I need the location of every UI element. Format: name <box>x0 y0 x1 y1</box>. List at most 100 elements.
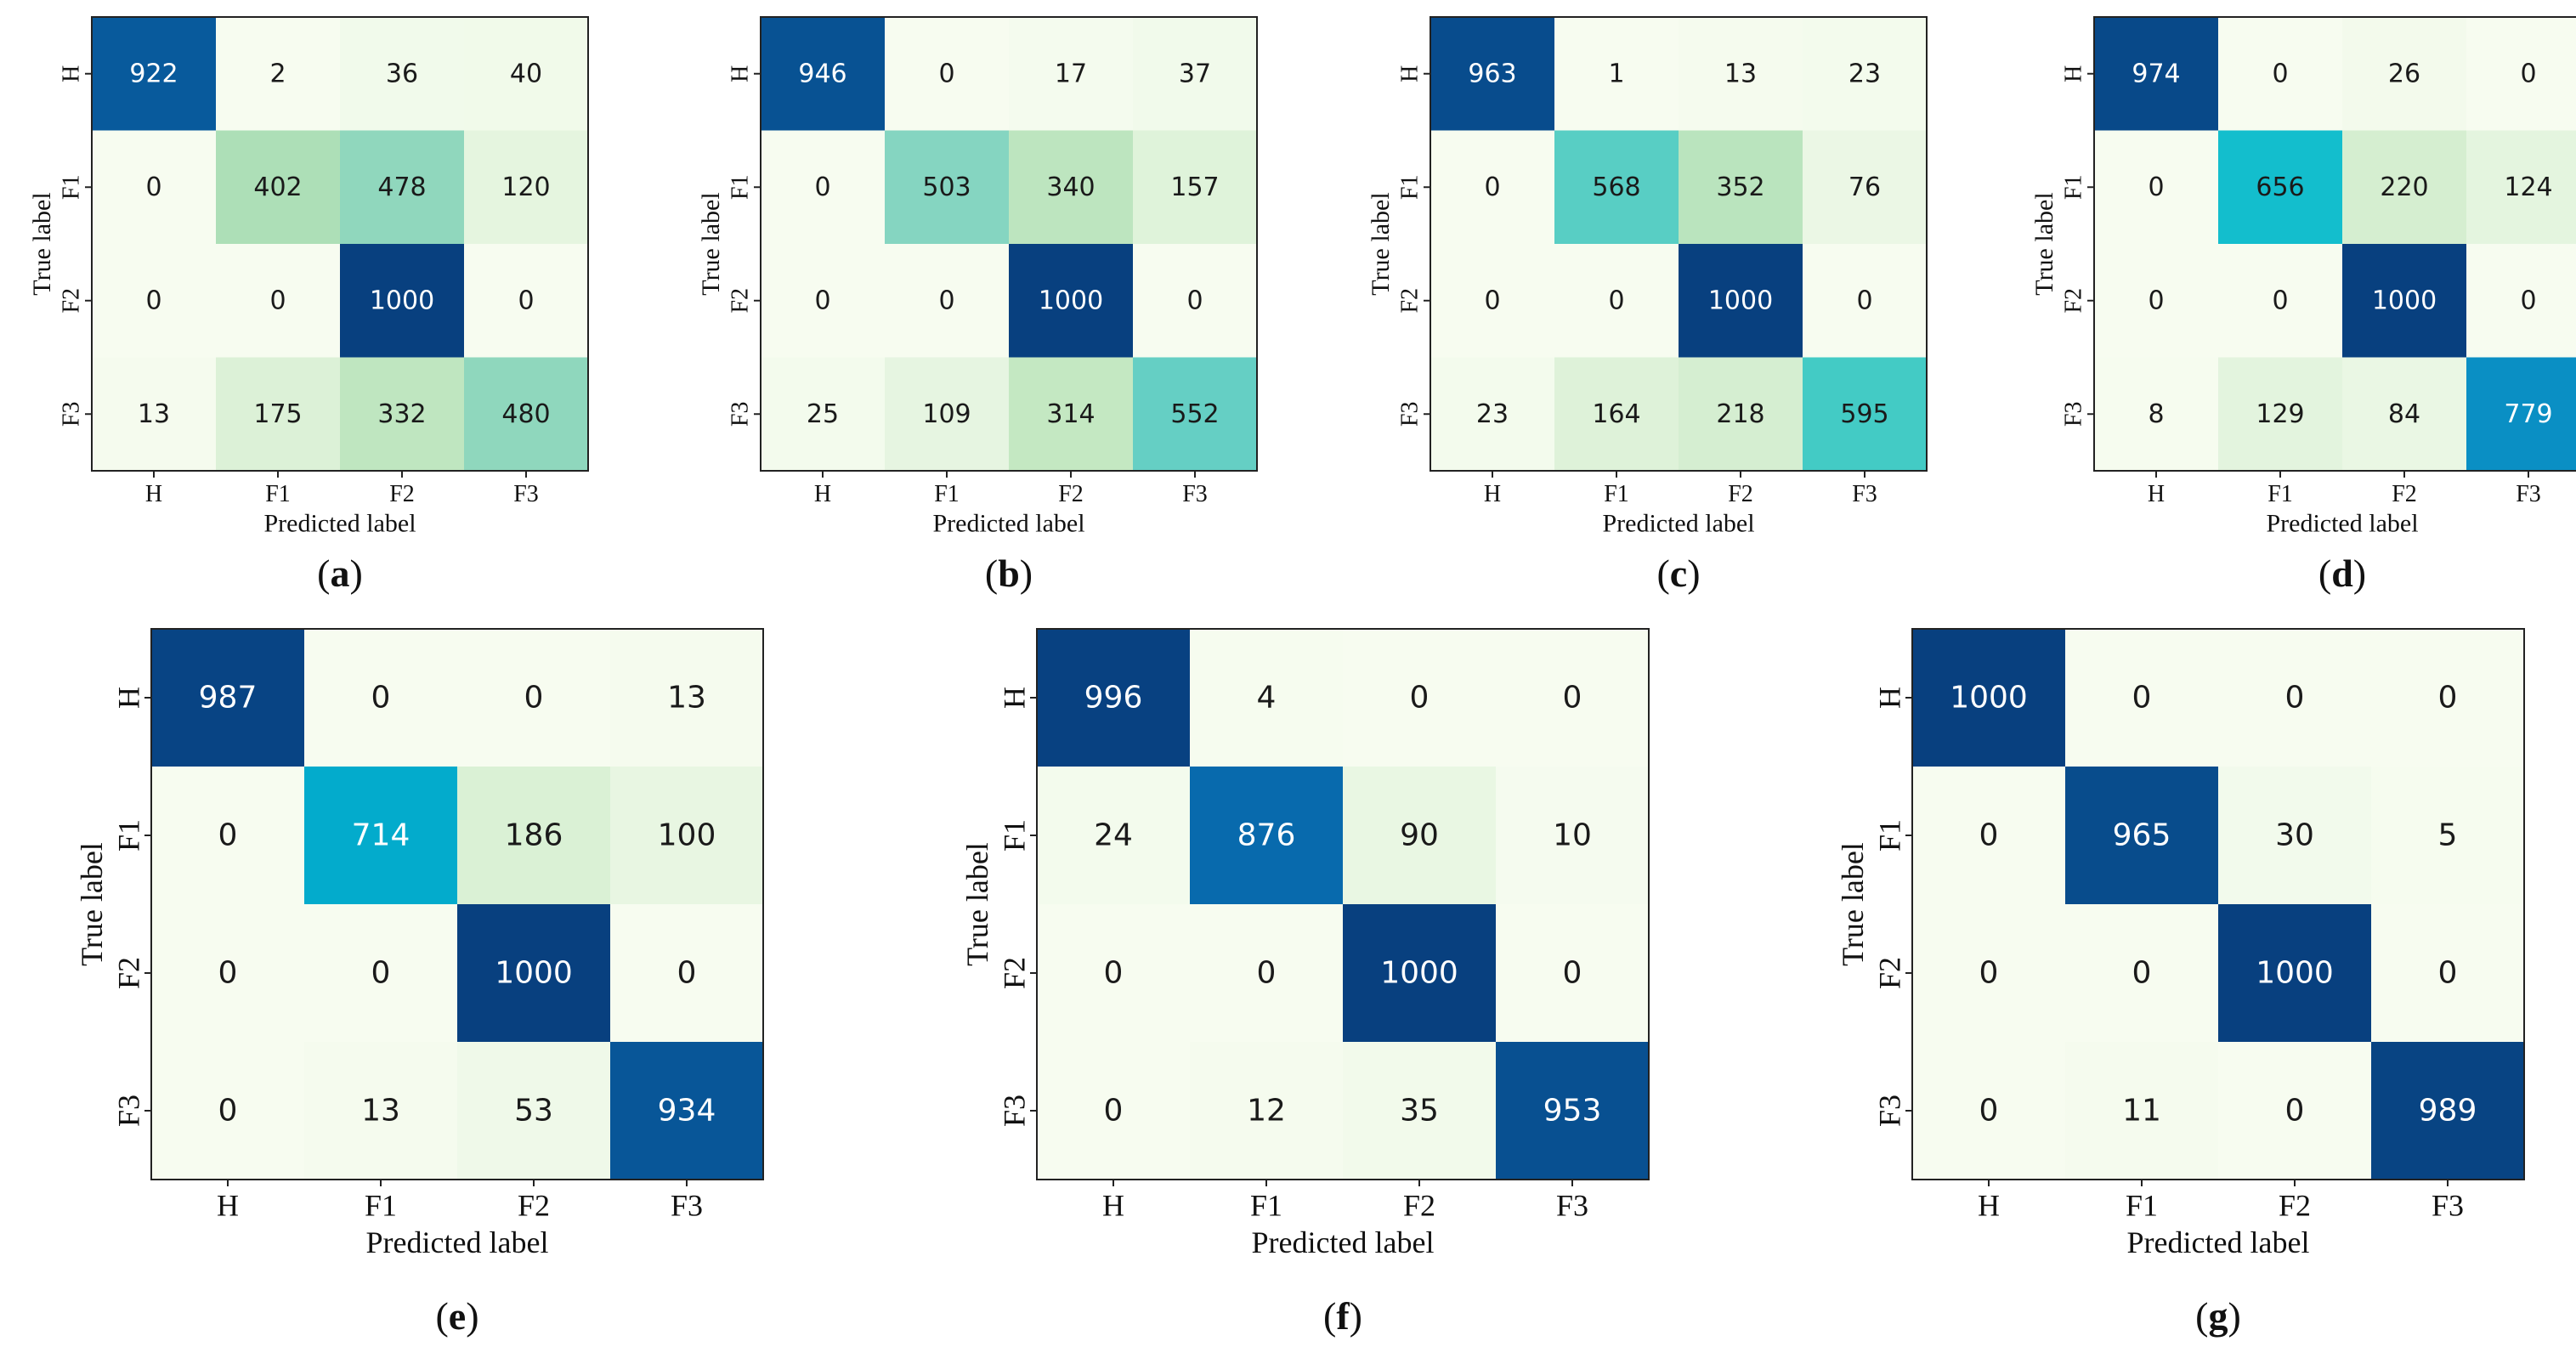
cell-r3-c0 <box>1430 357 1555 472</box>
cell-value-r3-c3: 595 <box>1840 399 1888 429</box>
cell-value-r0-c1: 0 <box>2272 59 2288 88</box>
x-tick-label-f1: F1 <box>1604 481 1629 507</box>
cell-value-r0-c2: 0 <box>1410 681 1430 716</box>
cell-r0-c1 <box>885 17 1010 131</box>
cell-r3-c3 <box>2371 1042 2525 1180</box>
cell-r3-c0 <box>92 357 217 472</box>
cell-value-r2-c0: 0 <box>2148 286 2164 315</box>
y-axis-label: True label <box>960 842 994 966</box>
cell-r2-c1 <box>1190 904 1344 1043</box>
cell-r2-c3 <box>1496 904 1650 1043</box>
cell-r3-c2 <box>340 357 465 472</box>
y-tick-label-h: H <box>1872 687 1906 709</box>
cell-r3-c0 <box>151 1042 305 1180</box>
y-tick-label-f1: F1 <box>997 819 1031 852</box>
plot-frame <box>91 16 589 472</box>
cell-value-r0-c3: 40 <box>510 59 542 88</box>
y-tick-label-h: H <box>2061 65 2087 82</box>
cell-value-r0-c3: 23 <box>1848 59 1881 88</box>
cell-value-r3-c1: 129 <box>2256 399 2304 429</box>
x-tick-label-f1: F1 <box>265 481 291 507</box>
caption-open-paren: ( <box>317 552 330 595</box>
cell-r1-c3 <box>464 130 589 245</box>
caption-open-paren: ( <box>435 1294 448 1338</box>
cell-value-r3-c0: 13 <box>138 399 170 429</box>
cell-r0-c3 <box>464 17 589 131</box>
cell-value-r0-c1: 4 <box>1257 681 1277 716</box>
cell-r0-c3 <box>1803 17 1928 131</box>
cell-r1-c2 <box>2342 130 2467 245</box>
x-tick-label-f2: F2 <box>389 481 415 507</box>
cell-r3-c0 <box>1912 1042 2066 1180</box>
x-tick-label-h: H <box>2148 481 2165 507</box>
cell-r1-c2 <box>1679 130 1803 245</box>
cell-value-r2-c2: 1000 <box>2372 286 2437 315</box>
cell-value-r1-c2: 478 <box>377 173 426 202</box>
cell-value-r3-c3: 779 <box>2504 399 2552 429</box>
cell-r2-c3 <box>464 244 589 358</box>
y-tick-label-f1: F1 <box>2061 174 2087 200</box>
cell-r1-c2 <box>1009 130 1134 245</box>
cell-value-r2-c2: 1000 <box>1708 286 1773 315</box>
y-axis-label: True label <box>1836 842 1870 966</box>
cell-r3-c2 <box>1009 357 1134 472</box>
plot-frame <box>150 628 764 1180</box>
cell-value-r2-c0: 0 <box>1104 956 1124 991</box>
plot-frame <box>760 16 1258 472</box>
cell-value-r3-c2: 0 <box>2285 1094 2305 1129</box>
cell-value-r3-c0: 25 <box>807 399 839 429</box>
cell-value-r0-c1: 0 <box>2132 681 2152 716</box>
cell-r1-c0 <box>2094 130 2219 245</box>
cell-value-r1-c1: 876 <box>1237 818 1296 853</box>
x-tick-label-f2: F2 <box>518 1189 550 1223</box>
cell-value-r0-c0: 996 <box>1084 681 1143 716</box>
cell-value-r1-c0: 0 <box>2148 173 2164 202</box>
cell-value-r1-c1: 714 <box>352 818 410 853</box>
x-tick-label-h: H <box>814 481 831 507</box>
cell-value-r3-c1: 109 <box>922 399 971 429</box>
cell-r1-c1 <box>2218 130 2343 245</box>
x-tick-label-h: H <box>217 1189 239 1223</box>
cell-value-r0-c3: 37 <box>1179 59 1211 88</box>
cell-value-r2-c0: 0 <box>1979 956 1999 991</box>
cell-r0-c0 <box>1430 17 1555 131</box>
cell-r0-c0 <box>2094 17 2219 131</box>
caption-close-paren: ) <box>2353 552 2366 595</box>
caption-open-paren: ( <box>1323 1294 1336 1338</box>
cell-r1-c0 <box>1912 767 2066 905</box>
y-tick-label-f2: F2 <box>59 288 85 314</box>
cell-value-r1-c1: 402 <box>253 173 302 202</box>
panel-caption-g: (g) <box>2195 1294 2241 1338</box>
cell-value-r3-c0: 0 <box>218 1094 238 1129</box>
cell-value-r2-c1: 0 <box>269 286 286 315</box>
panel-caption-e: (e) <box>435 1294 478 1338</box>
y-tick-label-h: H <box>111 687 145 709</box>
cell-r3-c3 <box>1496 1042 1650 1180</box>
cell-value-r0-c1: 2 <box>269 59 286 88</box>
caption-open-paren: ( <box>1656 552 1669 595</box>
cell-r2-c0 <box>1037 904 1191 1043</box>
x-tick-label-f1: F1 <box>2267 481 2293 507</box>
x-tick-label-f2: F2 <box>1403 1189 1435 1223</box>
cell-r2-c2 <box>340 244 465 358</box>
x-axis-label: Predicted label <box>1252 1225 1435 1259</box>
y-tick-label-f1: F1 <box>111 819 145 852</box>
y-tick-label-f2: F2 <box>1397 288 1424 314</box>
cell-r1-c1 <box>216 130 341 245</box>
cell-r0-c2 <box>340 17 465 131</box>
cell-value-r1-c0: 0 <box>814 173 830 202</box>
y-tick-label-h: H <box>59 65 85 82</box>
cell-r0-c1 <box>2065 629 2219 767</box>
cell-r3-c0 <box>1037 1042 1191 1180</box>
cell-r2-c3 <box>1803 244 1928 358</box>
x-tick-label-f1: F1 <box>934 481 960 507</box>
cell-value-r1-c3: 124 <box>2504 173 2552 202</box>
x-tick-label-f3: F3 <box>2516 481 2541 507</box>
cell-r3-c3 <box>610 1042 764 1180</box>
x-tick-label-f1: F1 <box>1250 1189 1282 1223</box>
cell-r1-c0 <box>761 130 886 245</box>
y-tick-label-f2: F2 <box>2061 288 2087 314</box>
cell-value-r2-c0: 0 <box>218 956 238 991</box>
